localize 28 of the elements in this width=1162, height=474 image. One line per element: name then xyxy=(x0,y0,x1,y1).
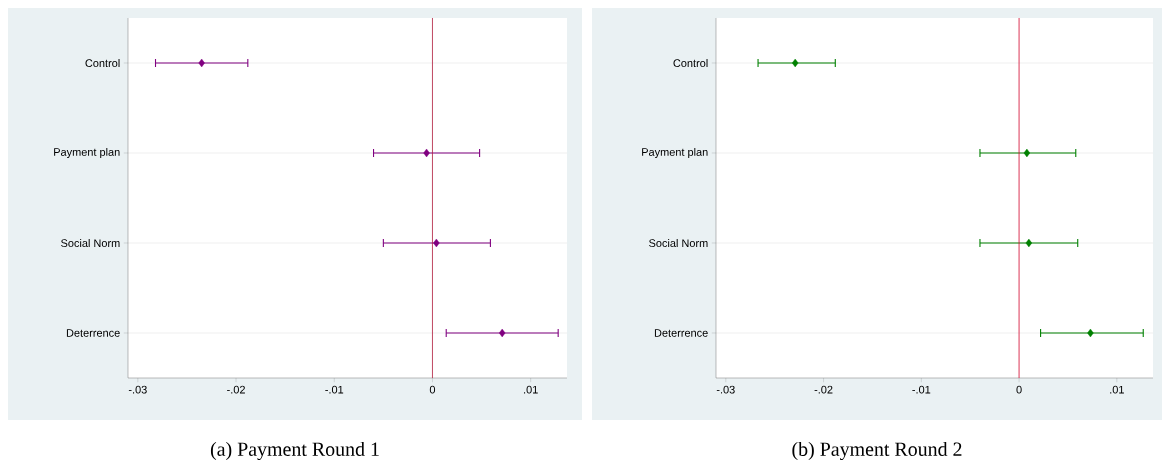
point xyxy=(423,148,430,158)
point xyxy=(498,328,506,338)
y-tick-label: Payment plan xyxy=(54,147,120,159)
text: (a) Payment Round 1 xyxy=(210,441,379,461)
x-tick-label: .01 xyxy=(1110,385,1124,394)
y-tick-label: Social Norm xyxy=(649,238,708,248)
point xyxy=(1023,148,1031,158)
text: (b) Payment Round 2 xyxy=(792,441,962,461)
y-tick-label: Payment plan xyxy=(642,147,708,159)
point xyxy=(792,58,799,68)
x-tick-label: -.02 xyxy=(227,385,245,394)
x-tick-label: -.03 xyxy=(128,385,147,394)
x-tick-label: -.01 xyxy=(325,385,344,394)
x-tick-label: -.02 xyxy=(814,385,833,394)
point xyxy=(1025,238,1033,248)
x-tick-label: .01 xyxy=(524,385,538,394)
y-tick-label: Deterrence xyxy=(654,329,708,337)
x-tick-label: 0 xyxy=(429,385,436,394)
x-tick-label: 0 xyxy=(1016,385,1022,394)
y-tick-label: Control xyxy=(85,58,120,68)
y-tick-label: Social Norm xyxy=(61,238,120,248)
x-tick-label: -.03 xyxy=(716,385,735,394)
y-tick-label: Control xyxy=(673,58,708,68)
x-tick-label: -.01 xyxy=(912,385,931,394)
point xyxy=(198,58,205,68)
y-tick-label: Deterrence xyxy=(66,329,120,337)
point xyxy=(433,238,440,248)
point xyxy=(1087,328,1094,338)
